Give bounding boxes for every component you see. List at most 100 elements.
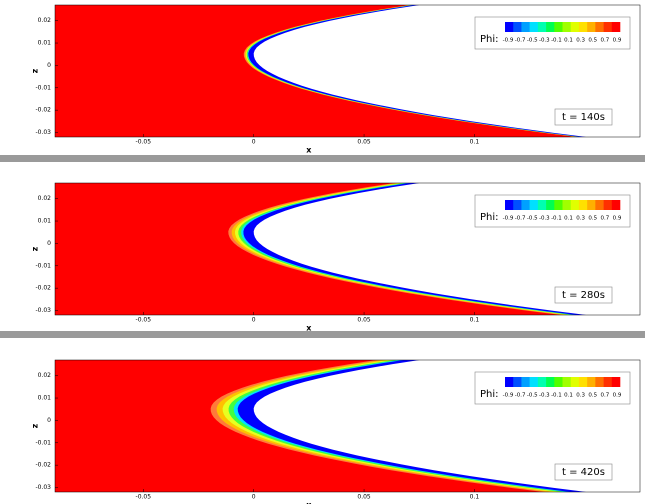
colorbar-label: Phi: (480, 389, 499, 400)
time-box (554, 463, 613, 481)
colorbar-tick-label: -0.3 (539, 38, 550, 44)
colorbar-tick-label: 0.5 (588, 216, 597, 222)
x-tick-label: -0.05 (136, 494, 152, 501)
y-tick-label: -0.02 (35, 285, 51, 292)
colorbar-swatch (529, 377, 539, 387)
time-box (554, 108, 613, 126)
y-tick-label: 0 (47, 417, 51, 424)
colorbar-tick-label: -0.7 (515, 393, 526, 399)
colorbar-tick-label: -0.5 (527, 393, 538, 399)
panel: -0.05 0 0.05 0.1 0.02 0.01 0 -0.01 -0.02 -0.03 x z P… (31, 4, 641, 155)
colorbar-swatch (562, 200, 572, 210)
colorbar-swatch (521, 377, 530, 387)
y-tick-label: -0.03 (35, 484, 51, 491)
colorbar-tick-label: 0.9 (613, 216, 622, 222)
y-tick-label: -0.03 (35, 307, 51, 314)
y-axis-label: z (31, 68, 40, 73)
colorbar-tick-label: 0.7 (601, 216, 610, 222)
colorbar-swatch (611, 377, 621, 387)
colorbar-tick-label: -0.1 (551, 38, 562, 44)
y-axis-label: z (31, 423, 40, 428)
colorbar-swatch (513, 22, 522, 32)
plot-frame (54, 182, 641, 316)
colorbar-swatch (505, 200, 514, 210)
colorbar-swatch (611, 200, 621, 210)
colorbar-tick-label: 0.9 (613, 393, 622, 399)
x-tick-label: -0.05 (136, 139, 152, 146)
colorbar-tick-label: 0.7 (601, 393, 610, 399)
colorbar-tick-label: 0.5 (588, 38, 597, 44)
colorbar-tick-label: 0.5 (588, 393, 597, 399)
colorbar-tick-label: -0.9 (503, 393, 514, 399)
y-tick-label: -0.02 (35, 107, 51, 114)
x-tick-label: 0 (252, 139, 256, 146)
time-label: t = 140s (562, 112, 605, 123)
x-tick-label: 0 (252, 494, 256, 501)
colorbar-swatch (578, 22, 588, 32)
x-tick-label: -0.05 (136, 317, 152, 324)
colorbar-tick-label: -0.3 (539, 393, 550, 399)
colorbar-swatch (529, 200, 539, 210)
x-tick-label: 0 (252, 317, 256, 324)
x-axis-label: x (306, 501, 312, 504)
y-tick-label: -0.03 (35, 129, 51, 136)
y-tick-label: 0.02 (38, 372, 52, 379)
colorbar-swatch (603, 22, 613, 32)
colorbar-tick-label: -0.9 (503, 216, 514, 222)
y-tick-label: 0 (47, 240, 51, 247)
colorbar-tick-label: 0.3 (576, 216, 585, 222)
x-axis-label: x (306, 324, 312, 333)
field (55, 183, 640, 315)
colorbar-swatch (570, 200, 580, 210)
colorbar-swatch (554, 377, 563, 387)
colorbar-tick-label: 0.9 (613, 38, 622, 44)
colorbar-tick-label: -0.5 (527, 216, 538, 222)
y-tick-label: 0.01 (38, 40, 52, 47)
colorbar-swatch (546, 22, 555, 32)
y-tick-label: 0.02 (38, 195, 52, 202)
y-tick-label: 0.01 (38, 395, 52, 402)
x-tick-label: 0.1 (470, 317, 480, 324)
colorbar-swatch (537, 200, 547, 210)
colorbar-swatch (537, 22, 547, 32)
colorbar-swatch (505, 377, 514, 387)
colorbar-swatch (513, 200, 522, 210)
colorbar-swatch (587, 22, 596, 32)
colorbar-swatch (537, 377, 547, 387)
colorbar-tick-label: 0.3 (576, 38, 585, 44)
colorbar-swatch (603, 200, 613, 210)
colorbar-swatch (521, 200, 530, 210)
colorbar-tick-label: -0.1 (551, 393, 562, 399)
y-tick-label: 0 (47, 62, 51, 69)
colorbar-swatch (513, 377, 522, 387)
colorbar-tick-label: -0.7 (515, 38, 526, 44)
plot-frame (54, 359, 641, 493)
time-box (554, 286, 613, 304)
colorbar-swatch (578, 377, 588, 387)
colorbar-tick-label: 0.3 (576, 393, 585, 399)
y-tick-label: -0.01 (35, 262, 51, 269)
panel: -0.05 0 0.05 0.1 0.02 0.01 0 -0.01 -0.02 -0.03 x z P… (31, 359, 641, 504)
y-tick-label: 0.02 (38, 17, 52, 24)
colorbar-label: Phi: (480, 212, 499, 223)
colorbar-swatch (505, 22, 514, 32)
colorbar-tick-label: 0.1 (564, 393, 573, 399)
y-tick-label: -0.02 (35, 462, 51, 469)
plot-frame (54, 4, 641, 138)
colorbar-tick-label: -0.7 (515, 216, 526, 222)
colorbar-swatch (595, 22, 604, 32)
colorbar-tick-label: 0.7 (601, 38, 610, 44)
panel: -0.05 0 0.05 0.1 0.02 0.01 0 -0.01 -0.02 -0.03 x z P… (31, 182, 641, 333)
colorbar-swatch (546, 200, 555, 210)
x-tick-label: 0.05 (357, 494, 371, 501)
colorbar-swatch (587, 200, 596, 210)
colorbar-swatch (578, 200, 588, 210)
colorbar-swatch (554, 200, 563, 210)
colorbar-swatch (521, 22, 530, 32)
colorbar-swatch (611, 22, 621, 32)
colorbar-swatch (603, 377, 613, 387)
colorbar-swatch (570, 22, 580, 32)
colorbar-swatch (529, 22, 539, 32)
colorbar-swatch (595, 200, 604, 210)
colorbar-tick-label: -0.9 (503, 38, 514, 44)
